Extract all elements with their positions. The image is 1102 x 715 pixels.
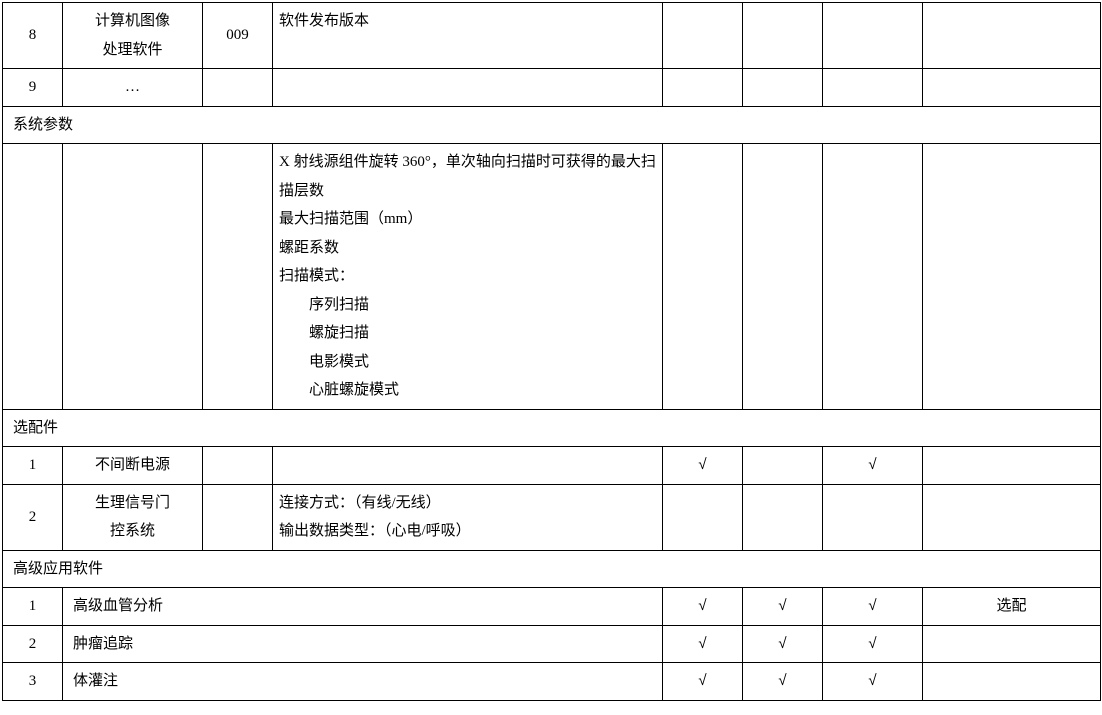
cell: [3, 144, 63, 410]
sys-sub2: 螺旋扫描: [279, 319, 656, 348]
sys-line2: 最大扫描范围（mm）: [279, 211, 422, 227]
cell-desc: 软件发布版本: [273, 3, 663, 69]
cell: [743, 69, 823, 107]
cell-desc: [273, 447, 663, 485]
cell-num: 2: [3, 484, 63, 550]
cell-name: 不间断电源: [63, 447, 203, 485]
cell: [923, 447, 1101, 485]
section-optional: 选配件: [3, 409, 1101, 447]
cell-num: 1: [3, 588, 63, 626]
cell: [203, 144, 273, 410]
cell: [823, 3, 923, 69]
cell-check: √: [663, 588, 743, 626]
cell: [743, 144, 823, 410]
cell-check: √: [823, 663, 923, 701]
cell: [63, 144, 203, 410]
cell: [743, 3, 823, 69]
cell-check: √: [823, 447, 923, 485]
cell-check: √: [743, 588, 823, 626]
cell: [923, 144, 1101, 410]
cell-check: √: [823, 625, 923, 663]
cell-check: [743, 447, 823, 485]
cell: [823, 144, 923, 410]
cell: [923, 484, 1101, 550]
cell: [823, 484, 923, 550]
sys-line1: X 射线源组件旋转 360°，单次轴向扫描时可获得的最大扫描层数: [279, 154, 656, 199]
cell-num: 8: [3, 3, 63, 69]
cell: [923, 663, 1101, 701]
cell-name: 计算机图像 处理软件: [63, 3, 203, 69]
cell-num: 9: [3, 69, 63, 107]
cell-check: √: [663, 625, 743, 663]
cell: [923, 625, 1101, 663]
cell: [203, 447, 273, 485]
sys-line4: 扫描模式：: [279, 268, 354, 284]
cell: [663, 69, 743, 107]
cell-name: 生理信号门 控系统: [63, 484, 203, 550]
cell-sys-desc: X 射线源组件旋转 360°，单次轴向扫描时可获得的最大扫描层数 最大扫描范围（…: [273, 144, 663, 410]
cell-desc: [273, 69, 663, 107]
table-row: 8 计算机图像 处理软件 009 软件发布版本: [3, 3, 1101, 69]
cell-check: √: [663, 447, 743, 485]
cell-name: 肿瘤追踪: [63, 625, 663, 663]
table-row: 3 体灌注 √ √ √: [3, 663, 1101, 701]
cell: [663, 3, 743, 69]
sys-sub4: 心脏螺旋模式: [279, 376, 656, 405]
sys-sub3: 电影模式: [279, 348, 656, 377]
cell: [923, 69, 1101, 107]
cell-num: 2: [3, 625, 63, 663]
table-row: 9 …: [3, 69, 1101, 107]
section-header-row: 选配件: [3, 409, 1101, 447]
table-row: 1 高级血管分析 √ √ √ 选配: [3, 588, 1101, 626]
cell: [663, 144, 743, 410]
cell-check: √: [663, 663, 743, 701]
cell-name: …: [63, 69, 203, 107]
sys-line3: 螺距系数: [279, 240, 339, 256]
cell: [823, 69, 923, 107]
table-row: 2 生理信号门 控系统 连接方式：（有线/无线） 输出数据类型：（心电/呼吸）: [3, 484, 1101, 550]
sys-sub1: 序列扫描: [279, 291, 656, 320]
cell: [663, 484, 743, 550]
cell-desc: 连接方式：（有线/无线） 输出数据类型：（心电/呼吸）: [273, 484, 663, 550]
section-adv-soft: 高级应用软件: [3, 550, 1101, 588]
cell-name: 体灌注: [63, 663, 663, 701]
cell-name: 高级血管分析: [63, 588, 663, 626]
cell: [923, 3, 1101, 69]
cell-check: √: [743, 663, 823, 701]
cell-num: 3: [3, 663, 63, 701]
cell: [743, 484, 823, 550]
cell-code: 009: [203, 3, 273, 69]
table-row: X 射线源组件旋转 360°，单次轴向扫描时可获得的最大扫描层数 最大扫描范围（…: [3, 144, 1101, 410]
cell-code: [203, 69, 273, 107]
section-header-row: 系统参数: [3, 106, 1101, 144]
cell-check: √: [823, 588, 923, 626]
section-sys-params: 系统参数: [3, 106, 1101, 144]
section-header-row: 高级应用软件: [3, 550, 1101, 588]
cell-check: √: [743, 625, 823, 663]
cell: [203, 484, 273, 550]
table-row: 1 不间断电源 √ √: [3, 447, 1101, 485]
table-row: 2 肿瘤追踪 √ √ √: [3, 625, 1101, 663]
cell-remark: 选配: [923, 588, 1101, 626]
cell-num: 1: [3, 447, 63, 485]
spec-table: 8 计算机图像 处理软件 009 软件发布版本 9 … 系统参数 X 射线源组件…: [2, 2, 1101, 701]
